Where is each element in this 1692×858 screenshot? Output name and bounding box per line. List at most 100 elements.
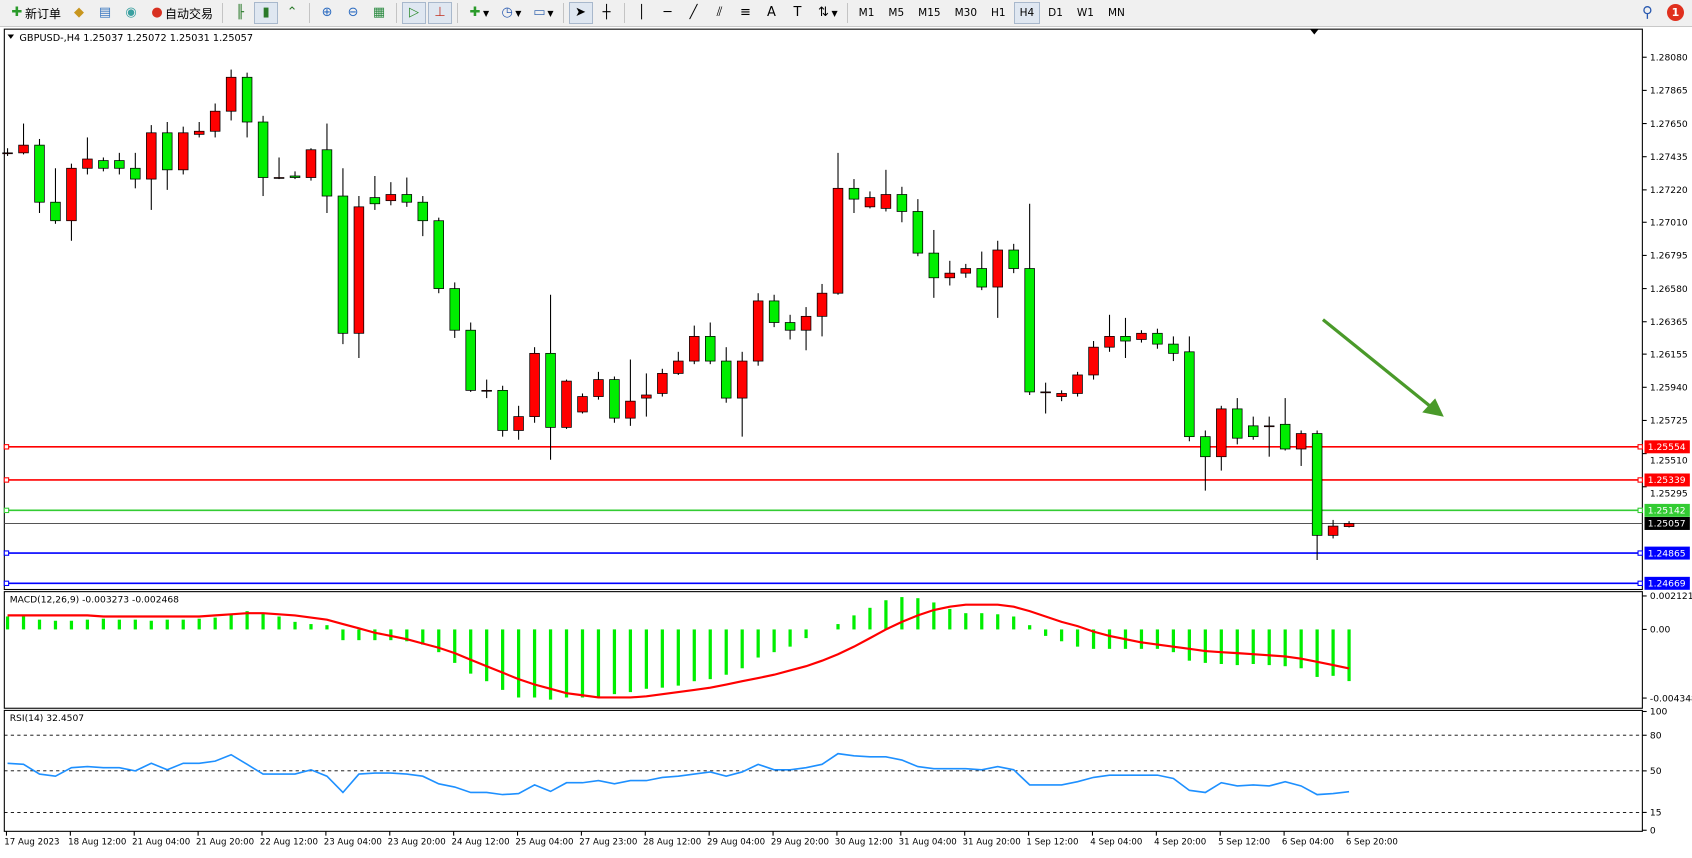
search-icon[interactable]: ⚲ [1642,3,1653,21]
time-tick-label: 18 Aug 12:00 [68,837,126,847]
macd-tick-label: 0.002121 [1650,591,1692,602]
new-order-button[interactable]: ✚ 新订单 [5,2,65,24]
bear-candle [848,187,860,200]
bull-candle [593,379,604,397]
macd-tick-label: -0.004348 [1650,693,1692,704]
bear-candle [497,389,508,431]
vertical-line-button[interactable]: │ [630,2,654,24]
horizontal-line-button[interactable]: ─ [656,2,680,24]
bear-candle [1248,425,1259,438]
price-tick-label: 1.27650 [1650,119,1688,130]
time-tick-label: 4 Sep 20:00 [1154,837,1206,847]
bar-chart-icon: ╟ [236,5,244,20]
zoom-out-button[interactable]: ⊖ [341,2,365,24]
horizontal-levels[interactable]: 1.25554 1.25339 1.25142 1.25057 1.24865 1.246… [3,440,1690,590]
data-window-button[interactable]: ▤ [93,2,117,24]
rsi-tick-label: 80 [1650,730,1662,741]
level-handle [1637,507,1643,514]
chart-window[interactable]: GBPUSD-,H4 1.25037 1.25072 1.25031 1.250… [0,27,1692,854]
market-watch-button[interactable]: ◆ [67,2,91,24]
level-price-box [1644,546,1690,560]
bull-candle [816,292,828,317]
bull-candle [800,315,812,331]
timeframe-d1[interactable]: D1 [1048,7,1063,19]
level-price-box [1644,576,1690,590]
time-tick-label: 17 Aug 2023 [4,837,59,847]
time-tick-label: 29 Aug 04:00 [707,837,765,847]
bull-candle [1343,523,1355,527]
timeframe-m1[interactable]: M1 [858,7,875,19]
text-icon: A [767,5,776,20]
timeframe-m15[interactable]: M15 [918,7,941,19]
level-price-label: 1.25142 [1648,506,1686,517]
cursor-icon: ➤ [575,5,586,20]
auto-scroll-button[interactable]: ▷ [402,2,427,24]
zoom-out-icon: ⊖ [347,5,359,20]
candlestick-button[interactable]: ▮ [254,2,279,24]
bear-candle [433,220,444,289]
timeframe-h4[interactable]: H4 [1013,2,1041,24]
channel-icon: ⫽ [716,5,723,20]
timeframe-mn[interactable]: MN [1107,7,1125,19]
candlesticks [2,69,1355,561]
auto-trading-button[interactable]: ● 自动交易 [145,2,217,24]
bear-candle [401,194,413,203]
timeframe-w1[interactable]: W1 [1076,7,1094,19]
rsi-tick-label: 15 [1650,808,1662,819]
bull-candle [1327,525,1339,536]
timeframe-m5[interactable]: M5 [888,7,905,19]
auto-trading-icon: ● [151,5,163,20]
vertical-line-icon: │ [637,5,646,20]
bear-candle [114,160,125,169]
bear-candle [1184,351,1195,438]
equidistant-channel-button[interactable]: ⫽ [708,2,732,24]
zoom-in-button[interactable]: ⊕ [315,2,339,24]
bear-candle [545,352,556,428]
text-label-button[interactable]: T [786,2,810,24]
dropdown-arrow-icon: ▼ [831,8,838,18]
cursor-button[interactable]: ➤ [568,2,593,24]
text-button[interactable]: A [760,2,784,24]
level-handle [3,444,10,450]
level-price-box [1644,516,1690,530]
timeframe-h1[interactable]: H1 [991,7,1006,19]
trendline-button[interactable]: ╱ [682,2,706,24]
timeframe-m30[interactable]: M30 [954,7,977,19]
price-tick-label: 1.28080 [1650,52,1688,63]
crosshair-button[interactable]: ┼ [595,2,619,24]
bear-candle [50,201,61,222]
signals-button[interactable]: ◉ [119,2,143,24]
chart-menu-triangle-icon[interactable] [7,34,15,39]
bear-candle [289,175,301,178]
bar-chart-button[interactable]: ╟ [228,2,252,24]
toolbar-divider [562,3,564,23]
bull-candle [625,400,636,419]
notifications-button[interactable]: 1 [1667,3,1684,21]
price-tick-label: 1.26795 [1650,251,1688,262]
trend-arrow[interactable] [1321,318,1437,412]
bull-candle [481,389,492,392]
line-chart-button[interactable]: ⌃ [280,2,304,24]
periods-button[interactable]: ◷ ▼ [495,2,525,24]
bull-candle [832,187,844,294]
bear-candle [705,336,716,362]
chart-header: GBPUSD-,H4 1.25037 1.25072 1.25031 1.250… [19,33,253,44]
indicators-button[interactable]: ✚ ▼ [463,2,493,24]
level-handle [1637,580,1643,587]
chart-shift-marker-icon[interactable] [1310,29,1319,35]
tile-windows-button[interactable]: ▦ [367,2,391,24]
templates-button[interactable]: ▭ ▼ [527,2,557,24]
clock-icon: ◷ [501,5,513,20]
time-tick-label: 21 Aug 20:00 [196,837,254,847]
time-tick-label: 25 Aug 04:00 [515,837,573,847]
rsi-line [7,752,1350,796]
dropdown-arrow-icon: ▼ [515,8,522,18]
toolbar-divider [222,3,224,23]
toolbar: ✚ 新订单 ◆ ▤ ◉ ● 自动交易 ╟ ▮ ⌃ ⊕ ⊖ ▦ ▷ ⊥ ✚ ▼ ◷ ▼ ▭… [0,0,1692,27]
arrows-button[interactable]: ⇅ ▼ [812,2,842,24]
macd-signal-line [7,603,1350,699]
fibonacci-button[interactable]: ≡ [734,2,758,24]
rsi-indicator: 100 80 50 15 0 [4,707,1668,836]
chart-shift-button[interactable]: ⊥ [428,2,453,24]
level-price-box [1644,440,1690,454]
